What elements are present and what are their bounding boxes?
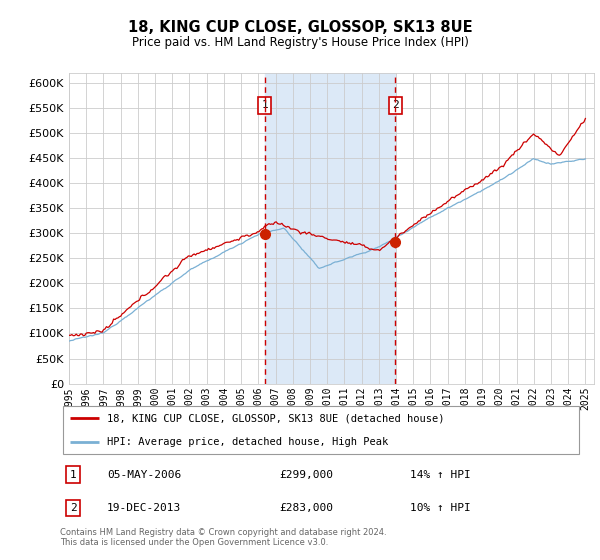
Text: £283,000: £283,000 [279,503,333,513]
Text: 05-MAY-2006: 05-MAY-2006 [107,470,181,480]
Text: £299,000: £299,000 [279,470,333,480]
Text: 10% ↑ HPI: 10% ↑ HPI [410,503,470,513]
Text: HPI: Average price, detached house, High Peak: HPI: Average price, detached house, High… [107,436,388,446]
Text: 2: 2 [392,100,399,110]
Text: 1: 1 [262,100,268,110]
FancyBboxPatch shape [62,406,580,454]
Text: Price paid vs. HM Land Registry's House Price Index (HPI): Price paid vs. HM Land Registry's House … [131,36,469,49]
Text: Contains HM Land Registry data © Crown copyright and database right 2024.: Contains HM Land Registry data © Crown c… [60,528,386,536]
Text: This data is licensed under the Open Government Licence v3.0.: This data is licensed under the Open Gov… [60,538,328,547]
Text: 2: 2 [70,503,76,513]
Text: 18, KING CUP CLOSE, GLOSSOP, SK13 8UE (detached house): 18, KING CUP CLOSE, GLOSSOP, SK13 8UE (d… [107,413,445,423]
Text: 1: 1 [70,470,76,480]
Text: 14% ↑ HPI: 14% ↑ HPI [410,470,470,480]
Bar [265,73,395,384]
Text: 19-DEC-2013: 19-DEC-2013 [107,503,181,513]
Text: 18, KING CUP CLOSE, GLOSSOP, SK13 8UE: 18, KING CUP CLOSE, GLOSSOP, SK13 8UE [128,20,472,35]
